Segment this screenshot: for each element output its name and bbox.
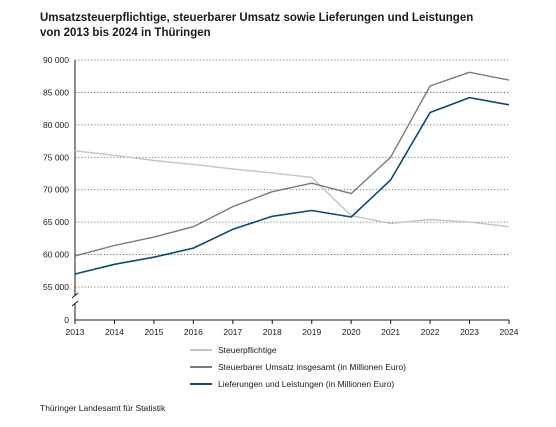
- x-tick-label: 2021: [381, 327, 400, 337]
- legend-swatch: [190, 366, 212, 368]
- x-tick-label: 2022: [421, 327, 440, 337]
- y-tick-label: 65 000: [43, 217, 69, 227]
- legend-label: Lieferungen und Leistungen (in Millionen…: [218, 379, 395, 389]
- y-tick-label-zero: 0: [64, 315, 69, 325]
- legend-label: Steuerpflichtige: [218, 345, 277, 355]
- axis-break-mark: [71, 300, 79, 307]
- legend-swatch: [190, 349, 212, 351]
- x-tick-label: 2018: [263, 327, 282, 337]
- series-line-2: [74, 71, 510, 257]
- x-tick-label: 2023: [460, 327, 479, 337]
- x-tick-label: 2015: [144, 327, 163, 337]
- chart-title-line-2: von 2013 bis 2024 in Thüringen: [40, 27, 211, 39]
- y-tick-label: 75 000: [43, 152, 69, 162]
- source-note: Thüringer Landesamt für Statistik: [40, 403, 166, 413]
- legend-label: Steuerbarer Umsatz insgesamt (in Million…: [218, 362, 407, 372]
- y-tick-label: 55 000: [43, 282, 69, 292]
- y-tick-label: 85 000: [43, 87, 69, 97]
- chart-title: Umsatzsteuerpflichtige, steuerbarer Umsa…: [40, 11, 540, 41]
- axis-break-mark: [71, 292, 79, 299]
- x-tick-label: 2019: [302, 327, 321, 337]
- x-tick-label: 2017: [223, 327, 242, 337]
- x-tick-label: 2016: [184, 327, 203, 337]
- x-tick-label: 2014: [105, 327, 124, 337]
- series-line-1: [74, 150, 510, 228]
- legend-swatch: [190, 383, 212, 385]
- y-tick-label: 60 000: [43, 250, 69, 260]
- chart-title-line-1: Umsatzsteuerpflichtige, steuerbarer Umsa…: [40, 12, 474, 24]
- y-tick-label: 90 000: [43, 55, 69, 65]
- x-tick-label: 2013: [66, 327, 85, 337]
- x-tick-label: 2020: [342, 327, 361, 337]
- y-tick-label: 70 000: [43, 185, 69, 195]
- x-tick-label: 2024: [500, 327, 519, 337]
- series-line-3: [74, 96, 510, 275]
- y-tick-label: 80 000: [43, 120, 69, 130]
